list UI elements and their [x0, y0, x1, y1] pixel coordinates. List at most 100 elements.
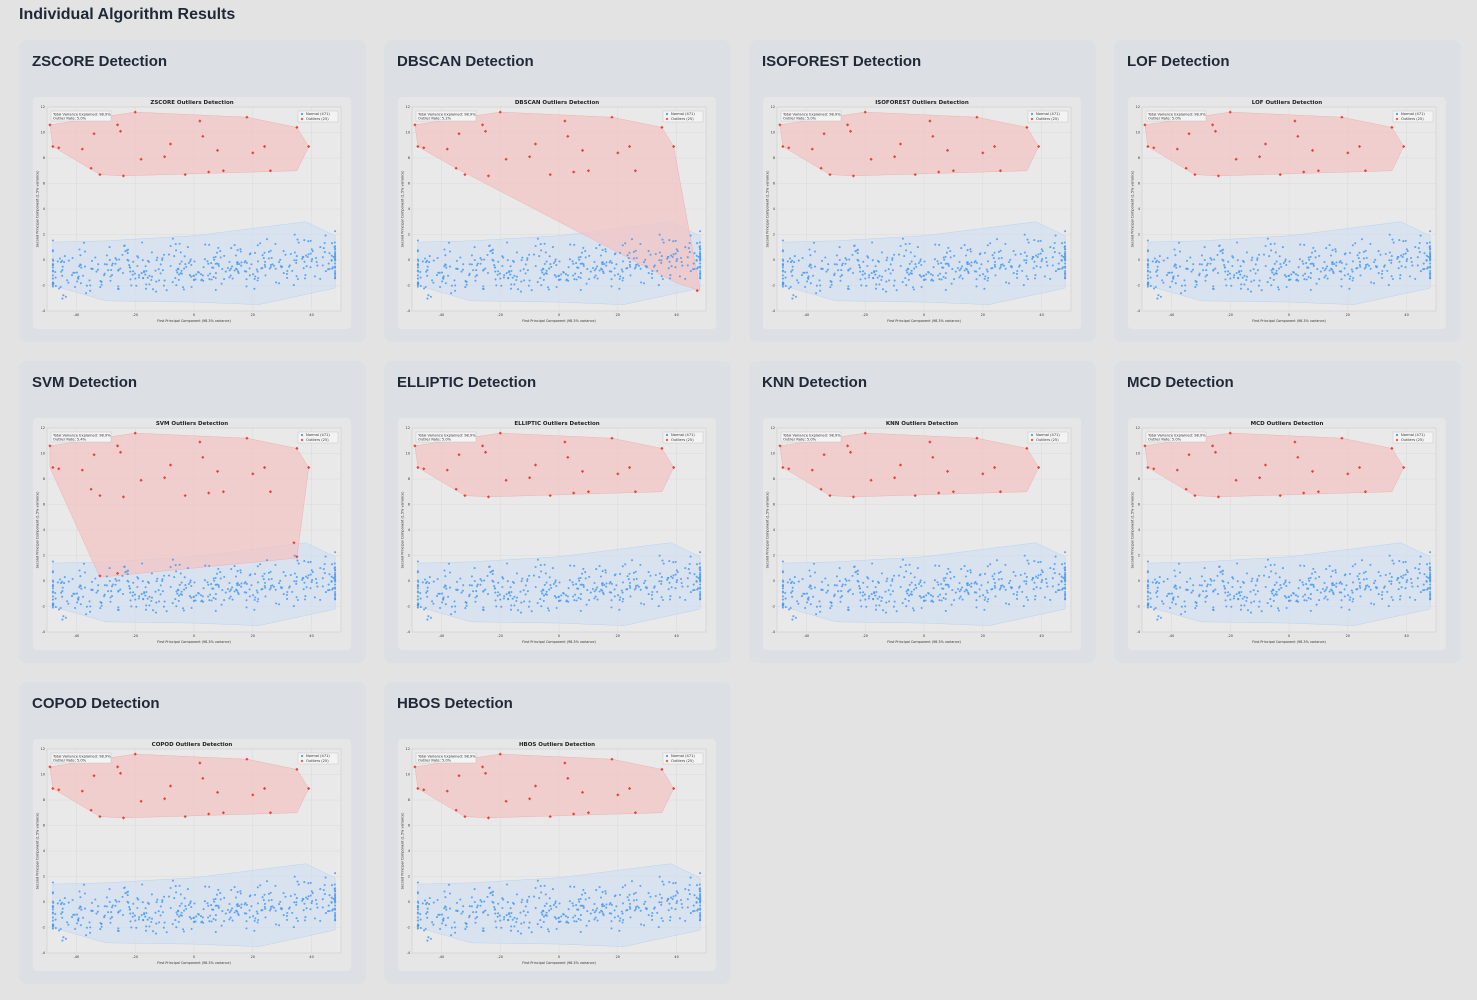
- normal-point: [282, 593, 285, 596]
- normal-point: [565, 921, 568, 924]
- normal-point: [1400, 254, 1403, 257]
- normal-point: [143, 270, 146, 273]
- normal-point: [904, 598, 907, 601]
- normal-point: [334, 273, 337, 277]
- normal-point: [210, 599, 213, 602]
- normal-point: [1064, 273, 1067, 277]
- normal-point: [573, 564, 576, 567]
- normal-point: [920, 584, 923, 588]
- normal-point: [579, 288, 582, 291]
- normal-point: [1185, 580, 1189, 583]
- normal-point: [111, 583, 114, 586]
- normal-point: [668, 239, 671, 242]
- normal-point: [847, 285, 850, 288]
- normal-point: [54, 276, 57, 279]
- normal-point: [540, 284, 543, 287]
- normal-hull: [417, 542, 701, 626]
- normal-point: [88, 279, 91, 282]
- outlier-hull: [1144, 111, 1404, 177]
- normal-point: [295, 582, 298, 585]
- normal-point: [542, 920, 545, 923]
- normal-point: [105, 905, 108, 908]
- normal-point: [428, 897, 431, 900]
- normal-point: [838, 579, 841, 583]
- normal-point: [233, 269, 236, 272]
- normal-point: [1204, 279, 1207, 282]
- normal-point: [1429, 576, 1432, 579]
- normal-point: [835, 263, 838, 266]
- normal-point: [944, 576, 947, 579]
- normal-point: [286, 597, 289, 600]
- normal-point: [1146, 583, 1149, 587]
- y-tick-label: 8: [773, 477, 775, 481]
- normal-point: [1236, 580, 1239, 583]
- normal-point: [536, 923, 539, 926]
- x-tick-label: 40: [1039, 634, 1043, 638]
- normal-point: [858, 266, 862, 269]
- outlier-point: [1296, 134, 1300, 138]
- normal-point: [812, 562, 816, 565]
- normal-point: [692, 262, 695, 265]
- normal-point: [228, 918, 231, 921]
- normal-point: [1157, 615, 1160, 618]
- outlier-point: [89, 808, 93, 812]
- normal-point: [1256, 579, 1259, 583]
- legend-normal-label: Normal (471): [671, 112, 695, 116]
- normal-point: [875, 604, 878, 607]
- normal-point: [450, 613, 453, 616]
- normal-point: [1064, 272, 1067, 275]
- normal-point: [180, 260, 183, 263]
- normal-point: [781, 283, 784, 286]
- normal-point: [605, 906, 608, 909]
- normal-point: [1235, 593, 1238, 596]
- normal-point: [985, 268, 988, 271]
- normal-point: [661, 277, 664, 281]
- normal-point: [491, 894, 494, 897]
- normal-point: [1312, 246, 1315, 249]
- normal-point: [1151, 260, 1154, 263]
- normal-point: [983, 251, 987, 254]
- normal-point: [334, 590, 337, 594]
- normal-point: [680, 260, 683, 264]
- normal-point: [1149, 284, 1152, 288]
- normal-point: [416, 598, 419, 601]
- normal-point: [575, 278, 578, 281]
- normal-point: [319, 246, 322, 249]
- normal-point: [187, 903, 190, 907]
- normal-point: [51, 919, 54, 922]
- normal-point: [492, 901, 495, 904]
- outlier-point: [1193, 172, 1197, 177]
- normal-point: [334, 568, 337, 571]
- normal-point: [540, 269, 543, 272]
- normal-point: [319, 888, 322, 891]
- normal-point: [615, 584, 618, 587]
- normal-point: [550, 907, 553, 910]
- normal-point: [51, 591, 54, 594]
- normal-point: [74, 606, 77, 610]
- normal-point: [1271, 271, 1274, 274]
- normal-point: [1064, 576, 1067, 579]
- normal-point: [83, 892, 87, 895]
- normal-point: [475, 590, 478, 593]
- normal-point: [235, 909, 238, 912]
- normal-point: [334, 915, 337, 919]
- x-tick-label: 20: [1346, 634, 1350, 638]
- normal-point: [901, 558, 904, 561]
- normal-point: [233, 886, 236, 889]
- normal-point: [667, 909, 670, 912]
- normal-point: [628, 902, 632, 905]
- normal-point: [644, 900, 647, 903]
- normal-point: [676, 579, 679, 582]
- normal-point: [217, 584, 220, 587]
- normal-point: [1428, 246, 1431, 249]
- normal-point: [1063, 246, 1066, 249]
- normal-point: [177, 589, 180, 592]
- normal-point: [127, 259, 130, 262]
- normal-point: [454, 610, 457, 613]
- x-axis-label: First Principal Component (98.3% varianc…: [157, 640, 231, 644]
- normal-point: [515, 596, 519, 599]
- algorithm-card: KNN Detection KNN Outliers Detection Total…: [749, 361, 1096, 663]
- normal-point: [1351, 279, 1354, 282]
- normal-point: [699, 899, 702, 902]
- normal-point: [554, 260, 557, 263]
